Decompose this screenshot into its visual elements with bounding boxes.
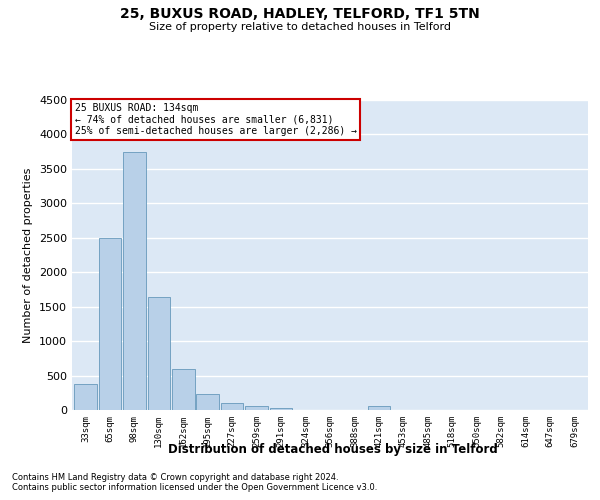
Bar <box>368 406 390 410</box>
Bar <box>245 406 268 410</box>
Bar <box>221 403 244 410</box>
Bar <box>270 408 292 410</box>
Text: Distribution of detached houses by size in Telford: Distribution of detached houses by size … <box>168 442 498 456</box>
Text: 25, BUXUS ROAD, HADLEY, TELFORD, TF1 5TN: 25, BUXUS ROAD, HADLEY, TELFORD, TF1 5TN <box>120 8 480 22</box>
Bar <box>74 384 97 410</box>
Y-axis label: Number of detached properties: Number of detached properties <box>23 168 34 342</box>
Bar <box>98 238 121 410</box>
Bar <box>196 394 219 410</box>
Bar <box>123 152 146 410</box>
Text: Contains public sector information licensed under the Open Government Licence v3: Contains public sector information licen… <box>12 482 377 492</box>
Bar <box>172 370 194 410</box>
Text: Size of property relative to detached houses in Telford: Size of property relative to detached ho… <box>149 22 451 32</box>
Bar <box>148 297 170 410</box>
Text: Contains HM Land Registry data © Crown copyright and database right 2024.: Contains HM Land Registry data © Crown c… <box>12 472 338 482</box>
Text: 25 BUXUS ROAD: 134sqm
← 74% of detached houses are smaller (6,831)
25% of semi-d: 25 BUXUS ROAD: 134sqm ← 74% of detached … <box>74 103 356 136</box>
